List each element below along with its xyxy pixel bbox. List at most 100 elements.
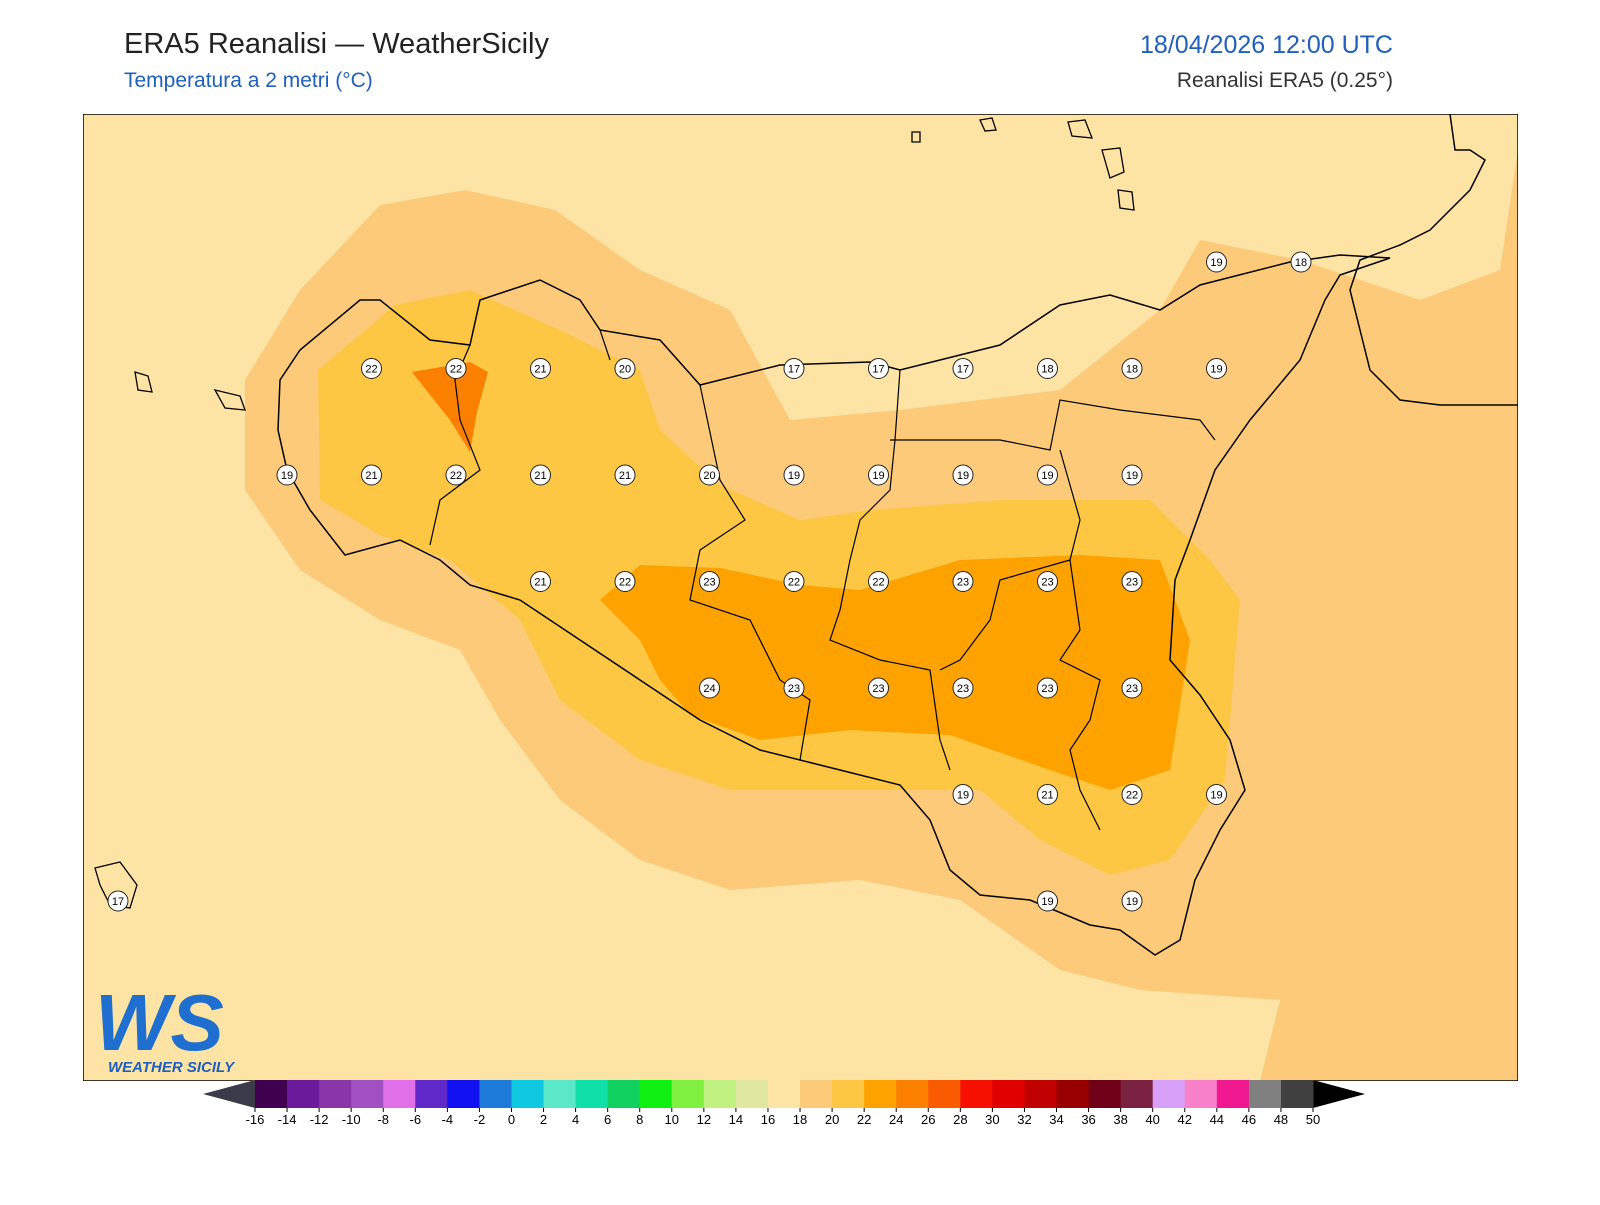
point: 19 — [952, 464, 974, 486]
point-marker — [1037, 571, 1058, 592]
point-value: 22 — [1126, 790, 1138, 802]
colorbar-tick-label: -12 — [310, 1112, 329, 1127]
point-value: 20 — [703, 470, 715, 482]
colorbar-tick-label: 34 — [1049, 1112, 1063, 1127]
colorbar-tick-label: 4 — [572, 1112, 579, 1127]
point-marker — [783, 464, 805, 486]
colorbar-bin — [607, 1080, 641, 1108]
colorbar-bin — [383, 1080, 416, 1108]
point-marker — [699, 464, 720, 486]
point-marker — [361, 358, 382, 379]
colorbar-bin — [287, 1080, 320, 1108]
colorbar-tick-label: 22 — [857, 1112, 871, 1127]
point-marker — [868, 464, 889, 486]
point-marker — [614, 358, 636, 379]
colorbar-tick-label: -16 — [246, 1112, 265, 1127]
point-value: 22 — [619, 577, 631, 589]
colorbar-bin — [671, 1080, 705, 1108]
colorbar-tick-label: 8 — [636, 1112, 643, 1127]
colorbar-bin — [1056, 1080, 1090, 1108]
province-borders — [429, 329, 1216, 831]
point-marker — [952, 571, 974, 592]
point-marker — [1290, 251, 1312, 273]
point-value: 19 — [1210, 790, 1222, 802]
point-marker — [1206, 251, 1227, 273]
point-marker — [1037, 358, 1058, 379]
point: 19 — [276, 464, 298, 486]
point-marker — [1037, 677, 1058, 699]
logo-name: WEATHER SICILY — [108, 1059, 236, 1076]
point: 19 — [1037, 464, 1058, 486]
point: 18 — [1121, 358, 1143, 379]
logo: WS WEATHER SICILY — [95, 978, 236, 1076]
colorbar-tick-label: 40 — [1145, 1112, 1159, 1127]
colorbar-bin — [1216, 1080, 1250, 1108]
point-marker — [530, 358, 551, 379]
colorbar-tick-label: 16 — [761, 1112, 775, 1127]
colorbar-tick-label: 48 — [1274, 1112, 1288, 1127]
subtitle: Temperatura a 2 metri (°C) — [124, 69, 373, 92]
point-marker — [1121, 571, 1143, 592]
point: 22 — [445, 464, 467, 486]
colorbar-tick-label: 44 — [1210, 1112, 1224, 1127]
point: 20 — [614, 358, 636, 379]
point-value: 23 — [957, 577, 969, 589]
colorbar-bin — [928, 1080, 961, 1108]
field-24 — [412, 362, 488, 452]
point-marker — [952, 784, 974, 805]
point-marker — [783, 358, 805, 379]
colorbar-tick-label: 30 — [985, 1112, 999, 1127]
colorbar-under — [203, 1080, 255, 1108]
colorbar-bin — [447, 1080, 480, 1108]
point-value: 21 — [365, 470, 377, 482]
point-value: 22 — [450, 364, 462, 376]
colorbar-bin — [1248, 1080, 1282, 1108]
point: 23 — [1037, 571, 1058, 592]
point-value: 23 — [788, 683, 800, 695]
point-value: 19 — [1126, 470, 1138, 482]
point: 19 — [1206, 784, 1227, 805]
point-value: 19 — [1126, 896, 1138, 908]
point-marker — [952, 677, 974, 699]
point-marker — [276, 464, 298, 486]
point: 18 — [1290, 251, 1312, 273]
colorbar-bin — [1152, 1080, 1186, 1108]
point: 22 — [868, 571, 889, 592]
point-value: 17 — [112, 896, 124, 908]
colorbar-bin — [992, 1080, 1025, 1108]
colorbar-bin — [511, 1080, 545, 1108]
point-value: 19 — [1041, 896, 1053, 908]
colorbar-bin — [319, 1080, 352, 1108]
colorbar-bin — [639, 1080, 673, 1108]
point-marker — [1121, 464, 1143, 486]
point-value: 21 — [534, 577, 546, 589]
colorbar-bin — [767, 1080, 801, 1108]
colorbar-bin — [735, 1080, 769, 1108]
point-value: 23 — [1126, 577, 1138, 589]
colorbar-bin — [255, 1080, 288, 1108]
field-22 — [600, 555, 1190, 790]
colorbar-bin — [1088, 1080, 1122, 1108]
colorbar-tick-label: 42 — [1178, 1112, 1192, 1127]
source: Reanalisi ERA5 (0.25°) — [1177, 69, 1393, 92]
point-value: 23 — [957, 683, 969, 695]
point-value: 23 — [1041, 683, 1053, 695]
point: 22 — [361, 358, 382, 379]
point-marker — [1037, 890, 1058, 912]
logo-mark: WS — [95, 978, 224, 1067]
colorbar-tick-label: 24 — [889, 1112, 903, 1127]
colorbar-tick-label: -10 — [342, 1112, 361, 1127]
point-marker — [530, 571, 551, 592]
colorbar-bin — [896, 1080, 929, 1108]
point-value: 23 — [1126, 683, 1138, 695]
colorbar-tick-label: 32 — [1017, 1112, 1031, 1127]
colorbar-tick-label: 12 — [697, 1112, 711, 1127]
point: 23 — [868, 677, 889, 699]
colorbar-tick-label: 36 — [1081, 1112, 1095, 1127]
coastline — [277, 254, 1391, 956]
point-value: 19 — [957, 470, 969, 482]
colorbar-bin — [800, 1080, 833, 1108]
colorbar-tick-label: 38 — [1113, 1112, 1127, 1127]
point-value: 17 — [957, 364, 969, 376]
colorbar-tick-label: -2 — [474, 1112, 486, 1127]
